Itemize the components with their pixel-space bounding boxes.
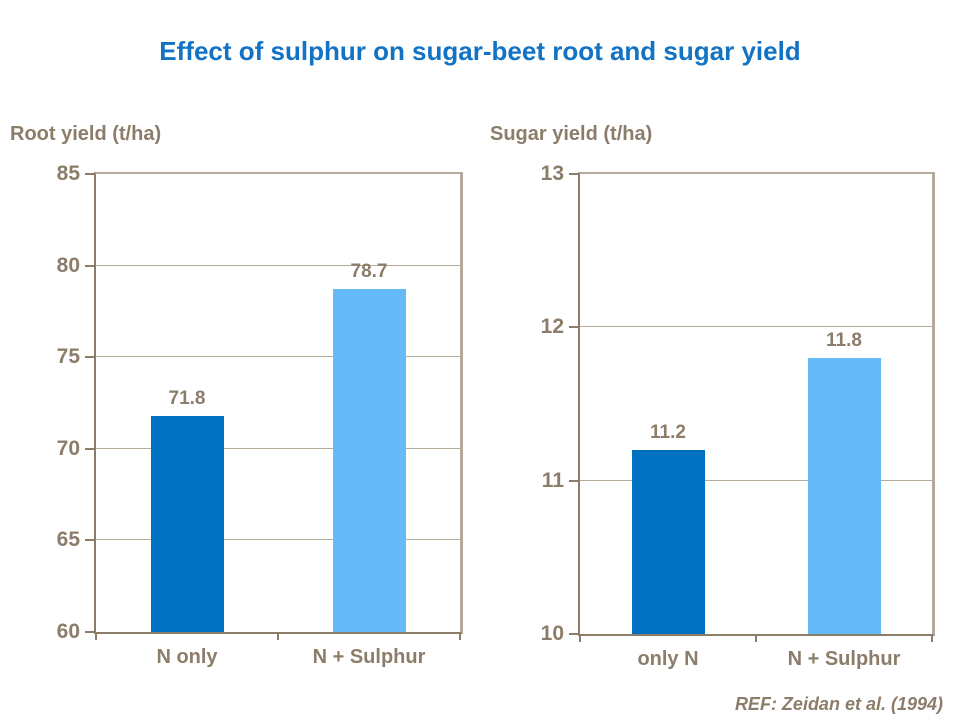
y-tick-mark [85,631,94,633]
y-tick-label: 70 [56,436,80,460]
category-label: N only [156,646,218,668]
bar-n-sulphur [332,289,406,632]
y-tick-mark [85,539,94,542]
category-label: only N [637,648,699,670]
root-yield-plot-area [94,172,463,634]
y-tick-label: 80 [56,253,80,277]
y-tick-mark [569,173,578,175]
gridline [96,356,460,358]
y-tick-mark [569,633,578,635]
y-tick-label: 85 [56,162,80,185]
category-label: N + Sulphur [312,646,426,668]
x-tick-mark [95,632,97,640]
bar-only-n [631,450,705,634]
y-tick-mark [85,173,94,175]
bar-n-sulphur [807,358,881,634]
reference-note: REF: Zeidan et al. (1994) [734,694,943,714]
root-yield-chart: Root yield (t/ha) 60 65 70 75 80 85 71.8 N only… [0,110,480,710]
y-tick-label: 75 [56,345,80,369]
y-tick-label: 60 [56,620,80,643]
gridline [96,447,460,449]
bar-value-label: 11.8 [826,330,862,351]
y-tick-mark [85,447,94,450]
x-tick-mark [579,634,581,642]
y-tick-mark [569,326,578,329]
bar-n-only [150,415,224,632]
sugar-yield-plot-area [578,172,935,636]
bar-value-label: 78.7 [350,261,388,283]
root-yield-axis-title: Root yield (t/ha) [10,123,162,145]
bar-value-label: 71.8 [168,387,206,409]
x-tick-mark [277,632,279,640]
sugar-yield-axis-title: Sugar yield (t/ha) [490,123,653,145]
page-title: Effect of sulphur on sugar-beet root and… [159,36,801,66]
gridline [580,479,932,481]
y-tick-label: 10 [540,622,564,645]
y-tick-mark [85,264,94,267]
gridline [580,326,932,328]
y-tick-label: 12 [540,315,564,339]
gridline [96,539,460,541]
category-label: N + Sulphur [787,648,901,670]
x-tick-mark [459,632,461,640]
x-tick-mark [755,634,757,642]
y-tick-label: 11 [541,468,564,492]
y-tick-mark [569,479,578,482]
gridline [96,264,460,266]
sugar-yield-chart: Sugar yield (t/ha) 10 11 12 13 11.2 only N 11.… [480,110,960,710]
y-tick-label: 65 [56,528,80,552]
y-tick-mark [85,356,94,359]
y-tick-label: 13 [540,162,564,185]
x-tick-mark [931,634,933,642]
bar-value-label: 11.2 [650,422,686,443]
